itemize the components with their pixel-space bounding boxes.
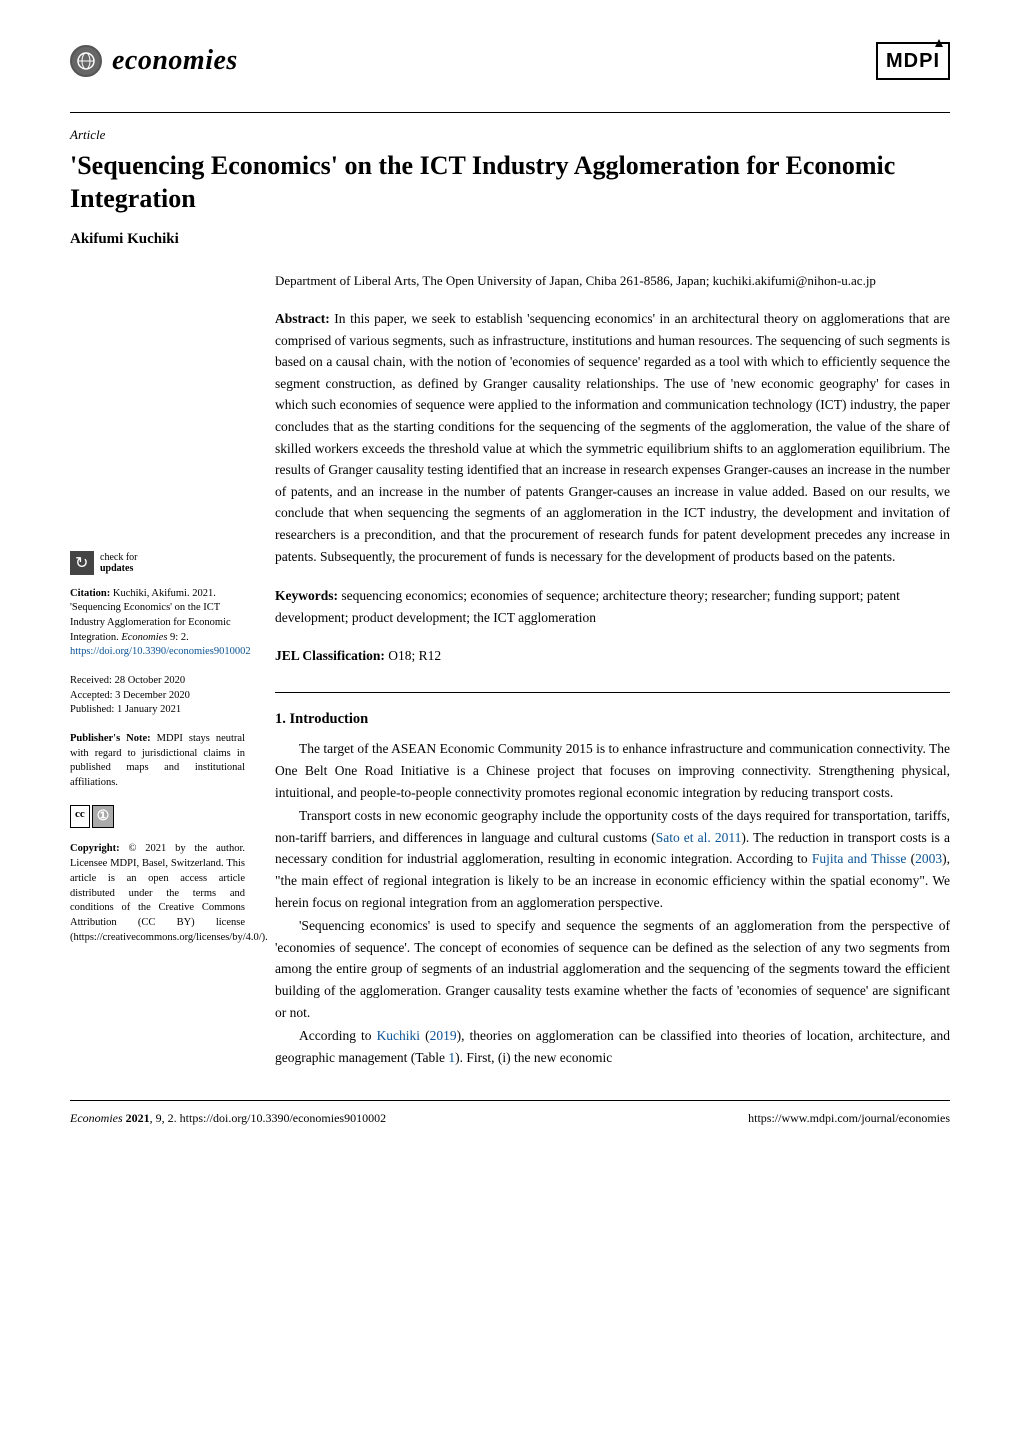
article-title: 'Sequencing Economics' on the ICT Indust…	[70, 149, 950, 217]
abstract-block: Abstract: In this paper, we seek to esta…	[275, 308, 950, 567]
accepted-date: Accepted: 3 December 2020	[70, 689, 245, 704]
copyright-text: © 2021 by the author. Licensee MDPI, Bas…	[70, 843, 268, 942]
journal-logo: economies	[70, 40, 238, 82]
sidebar-column: check for updates Citation: Kuchiki, Aki…	[70, 271, 245, 1071]
keywords-block: Keywords: sequencing economics; economie…	[275, 585, 950, 628]
cc-license-block: cc ①	[70, 805, 245, 835]
citation-label: Citation:	[70, 588, 110, 599]
section-rule	[275, 692, 950, 693]
copyright-block: Copyright: © 2021 by the author. License…	[70, 842, 245, 945]
section-1-heading: 1. Introduction	[275, 709, 950, 731]
footer-year: 2021	[123, 1111, 150, 1125]
globe-icon	[70, 45, 102, 77]
citation-doi-link[interactable]: https://doi.org/10.3390/economies9010002	[70, 646, 251, 657]
citation-block: Citation: Kuchiki, Akifumi. 2021. 'Seque…	[70, 587, 245, 660]
paragraph-1: The target of the ASEAN Economic Communi…	[275, 738, 950, 803]
page-footer: Economies 2021, 9, 2. https://doi.org/10…	[70, 1100, 950, 1127]
check-updates-line1: check for	[100, 552, 137, 563]
header-row: economies MDPI	[70, 40, 950, 82]
article-author: Akifumi Kuchiki	[70, 228, 950, 251]
jel-text: O18; R12	[388, 648, 441, 663]
article-type: Article	[70, 125, 950, 145]
received-date: Received: 28 October 2020	[70, 674, 245, 689]
citation-journal: Economies	[121, 632, 167, 643]
two-column-layout: check for updates Citation: Kuchiki, Aki…	[70, 271, 950, 1071]
cc-symbol: cc	[70, 805, 90, 829]
cite-sato-2011[interactable]: Sato et al. 2011	[656, 830, 742, 845]
check-updates-icon	[70, 551, 94, 575]
paragraph-3: 'Sequencing economics' is used to specif…	[275, 915, 950, 1023]
affiliation: Department of Liberal Arts, The Open Uni…	[275, 271, 950, 291]
cc-license-icon: cc ①	[70, 805, 114, 829]
citation-vol: 9: 2.	[167, 632, 188, 643]
jel-block: JEL Classification: O18; R12	[275, 646, 950, 666]
publishers-note: Publisher's Note: MDPI stays neutral wit…	[70, 732, 245, 791]
abstract-label: Abstract:	[275, 311, 330, 326]
keywords-text: sequencing economics; economies of seque…	[275, 588, 900, 625]
cite-fujita-thisse[interactable]: Fujita and Thisse	[812, 851, 906, 866]
publishers-note-label: Publisher's Note:	[70, 733, 151, 744]
cite-kuchiki[interactable]: Kuchiki	[377, 1028, 421, 1043]
check-updates-badge[interactable]: check for updates	[70, 551, 245, 575]
keywords-label: Keywords:	[275, 588, 338, 603]
check-updates-line2: updates	[100, 563, 137, 574]
journal-name: economies	[112, 40, 238, 82]
jel-label: JEL Classification:	[275, 648, 385, 663]
check-updates-text: check for updates	[100, 552, 137, 574]
header-rule	[70, 112, 950, 113]
paragraph-4: According to Kuchiki (2019), theories on…	[275, 1025, 950, 1068]
para4-text-d: ). First, (i) the new economic	[455, 1050, 612, 1065]
paragraph-2: Transport costs in new economic geograph…	[275, 805, 950, 913]
footer-rest: , 9, 2. https://doi.org/10.3390/economie…	[150, 1111, 386, 1125]
para4-text-b: (	[420, 1028, 430, 1043]
footer-journal: Economies	[70, 1111, 123, 1125]
para4-text-a: According to	[299, 1028, 377, 1043]
publisher-logo: MDPI	[876, 42, 950, 80]
footer-left: Economies 2021, 9, 2. https://doi.org/10…	[70, 1109, 386, 1127]
cite-year-2019[interactable]: 2019	[430, 1028, 457, 1043]
published-date: Published: 1 January 2021	[70, 703, 245, 718]
by-symbol: ①	[92, 805, 115, 829]
footer-right[interactable]: https://www.mdpi.com/journal/economies	[748, 1109, 950, 1127]
dates-block: Received: 28 October 2020 Accepted: 3 De…	[70, 674, 245, 718]
abstract-text: In this paper, we seek to establish 'seq…	[275, 311, 950, 564]
para2-text-c: (	[906, 851, 915, 866]
main-column: Department of Liberal Arts, The Open Uni…	[275, 271, 950, 1071]
cite-year-2003[interactable]: 2003	[915, 851, 942, 866]
copyright-label: Copyright:	[70, 843, 120, 854]
